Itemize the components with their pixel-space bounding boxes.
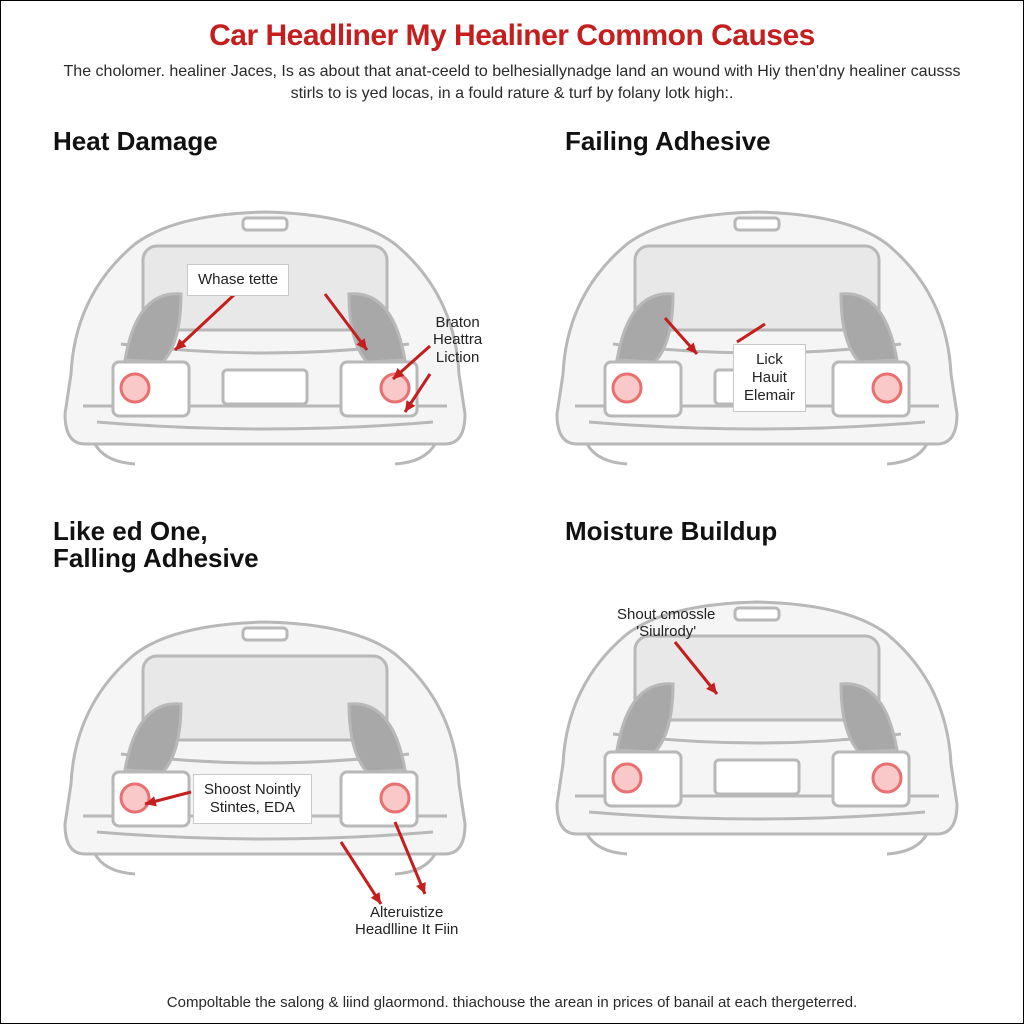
car-svg xyxy=(25,584,505,894)
page-subtitle: The cholomer. healiner Jaces, Is as abou… xyxy=(45,61,979,104)
callout-label: Whase tette xyxy=(187,264,289,296)
panel-title: Like ed One, Falling Adhesive xyxy=(53,518,507,573)
callout-label: Lick Hauit Elemair xyxy=(733,344,806,412)
panel-like-one: Like ed One, Falling Adhesive xyxy=(25,518,507,898)
callout-label: Braton Heattra Liction xyxy=(433,314,482,366)
callout-label: Shoost Nointly Stintes, EDA xyxy=(193,774,312,824)
car-diagram: Whase tette Braton Heattra Liction xyxy=(25,174,507,484)
panel-heat-damage: Heat Damage xyxy=(25,128,507,508)
car-svg xyxy=(517,174,997,484)
car-diagram: Shout cmossle 'Siulrody' xyxy=(517,564,999,874)
callout-label: Alteruistize Headlline It Fiin xyxy=(355,904,458,939)
car-svg xyxy=(517,564,997,874)
panel-failing-adhesive: Failing Adhesive xyxy=(517,128,999,508)
page-footer: Compoltable the salong & liind glaormond… xyxy=(25,994,999,1011)
callout-label: Shout cmossle 'Siulrody' xyxy=(617,606,715,641)
panel-moisture: Moisture Buildup xyxy=(517,518,999,898)
panel-grid: Heat Damage xyxy=(25,128,999,898)
page-title: Car Headliner My Healiner Common Causes xyxy=(25,19,999,53)
panel-title: Moisture Buildup xyxy=(565,518,999,545)
car-diagram: Shoost Nointly Stintes, EDAAlteruistize … xyxy=(25,584,507,894)
panel-title: Failing Adhesive xyxy=(565,128,999,155)
panel-title: Heat Damage xyxy=(53,128,507,155)
car-diagram: Lick Hauit Elemair xyxy=(517,174,999,484)
